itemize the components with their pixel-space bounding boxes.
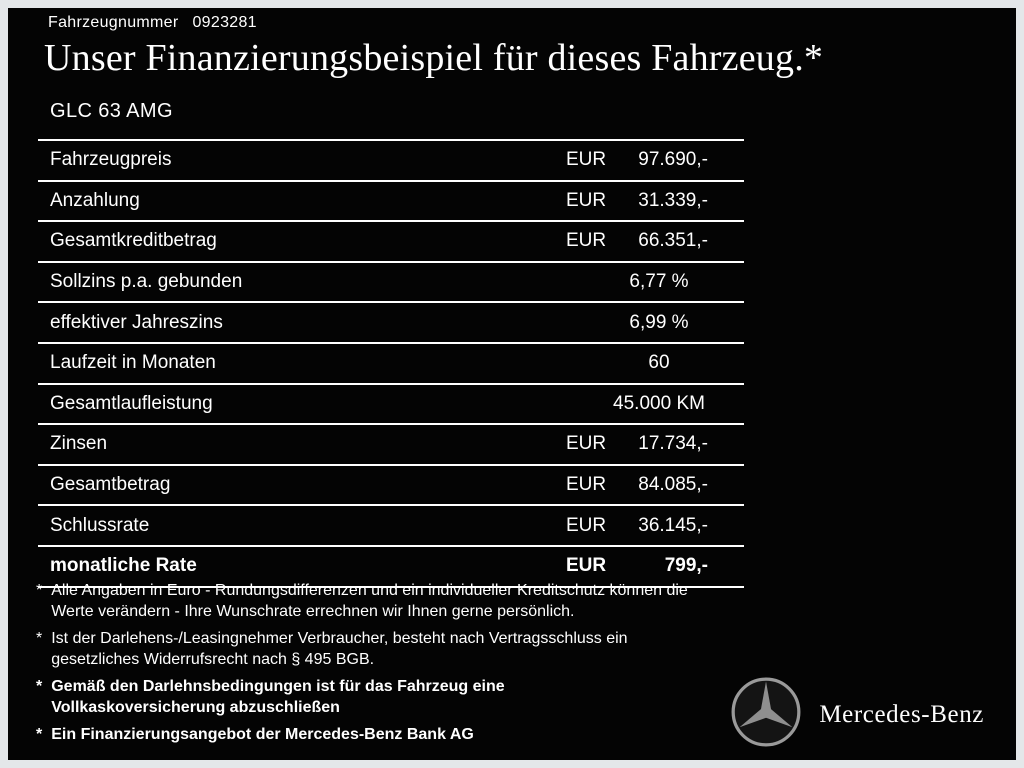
currency-label: EUR <box>566 555 607 577</box>
currency-label: EUR <box>566 474 607 496</box>
footnote-text: Alle Angaben in Euro - Rundungsdifferenz… <box>51 582 688 620</box>
vehicle-model: GLC 63 AMG <box>50 100 173 122</box>
row-label: Sollzins p.a. gebunden <box>50 271 243 293</box>
table-row-monthly-rate: monatliche Rate EUR 799,- <box>38 544 744 586</box>
table-row: Gesamtkreditbetrag EUR 66.351,- <box>38 220 744 261</box>
row-label: Zinsen <box>50 433 108 455</box>
table-row: Schlussrate EUR 36.145,- <box>38 504 744 545</box>
row-label: Fahrzeugpreis <box>50 149 172 171</box>
table-row: Zinsen EUR 17.734,- <box>38 423 744 464</box>
currency-label: EUR <box>566 189 607 211</box>
row-value: EUR 31.339,- <box>566 190 708 212</box>
mercedes-star-icon <box>729 675 803 754</box>
row-value: EUR 97.690,- <box>566 149 708 171</box>
row-label: Anzahlung <box>50 189 140 211</box>
row-value: EUR 66.351,- <box>566 230 708 252</box>
amount-value: 31.339,- <box>638 189 708 211</box>
amount-value: 36.145,- <box>638 514 708 536</box>
currency-label: EUR <box>566 149 607 171</box>
footnote-marker: * <box>36 582 43 599</box>
footnote: * Ist der Darlehens-/Leasingnehmer Verbr… <box>36 628 713 670</box>
currency-label: EUR <box>566 230 607 252</box>
table-row: Gesamtlaufleistung 45.000 KM <box>38 382 744 424</box>
row-value: 60 <box>566 352 708 374</box>
amount-value: 799,- <box>664 555 708 577</box>
brand-block: Mercedes-Benz <box>729 675 984 754</box>
footnote-marker: * <box>36 630 43 647</box>
currency-label: EUR <box>566 433 607 455</box>
row-label: Gesamtkreditbetrag <box>50 230 217 252</box>
amount-value: 6,77 % <box>629 271 689 293</box>
brand-wordmark: Mercedes-Benz <box>819 700 984 728</box>
amount-value: 97.690,- <box>638 149 708 171</box>
footnote-marker: * <box>36 678 43 695</box>
amount-value: 84.085,- <box>638 474 708 496</box>
table-row: Laufzeit in Monaten 60 <box>38 341 744 383</box>
row-value: 45.000 KM <box>566 393 708 415</box>
amount-value: 66.351,- <box>638 230 708 252</box>
amount-value: 17.734,- <box>638 433 708 455</box>
footnotes: * Alle Angaben in Euro - Rundungsdiffere… <box>36 580 713 751</box>
footnote: * Alle Angaben in Euro - Rundungsdiffere… <box>36 580 713 622</box>
vehicle-number-value: 0923281 <box>192 14 257 31</box>
row-value: 6,77 % <box>566 271 708 293</box>
amount-value: 60 <box>648 352 670 374</box>
footnote: * Gemäß den Darlehnsbedingungen ist für … <box>36 676 713 718</box>
table-row: effektiver Jahreszins 6,99 % <box>38 301 744 342</box>
vehicle-number-label: Fahrzeugnummer <box>48 14 179 31</box>
row-label: Gesamtbetrag <box>50 474 171 496</box>
table-row: Gesamtbetrag EUR 84.085,- <box>38 463 744 505</box>
row-value: EUR 799,- <box>566 555 708 577</box>
row-label: Schlussrate <box>50 514 150 536</box>
row-value: EUR 17.734,- <box>566 433 708 455</box>
table-row: Fahrzeugpreis EUR 97.690,- <box>38 139 744 180</box>
row-value: 6,99 % <box>566 312 708 334</box>
currency-label: EUR <box>566 514 607 536</box>
footnote-marker: * <box>36 726 43 743</box>
amount-value: 45.000 KM <box>613 392 705 414</box>
row-label: Laufzeit in Monaten <box>50 352 216 374</box>
table-row: Sollzins p.a. gebunden 6,77 % <box>38 260 744 302</box>
financing-table: Fahrzeugpreis EUR 97.690,- Anzahlung EUR 3… <box>38 139 744 588</box>
page-title: Unser Finanzierungsbeispiel für dieses F… <box>44 37 824 79</box>
table-row: Anzahlung EUR 31.339,- <box>38 179 744 221</box>
row-label: effektiver Jahreszins <box>50 311 223 333</box>
row-value: EUR 36.145,- <box>566 515 708 537</box>
vehicle-number: Fahrzeugnummer 0923281 <box>48 14 257 32</box>
amount-value: 6,99 % <box>629 311 689 333</box>
footnote-text: Ein Finanzierungsangebot der Mercedes-Be… <box>51 726 474 743</box>
row-label: Gesamtlaufleistung <box>50 392 213 414</box>
footnote: * Ein Finanzierungsangebot der Mercedes-… <box>36 724 713 745</box>
row-value: EUR 84.085,- <box>566 474 708 496</box>
footnote-text: Gemäß den Darlehnsbedingungen ist für da… <box>51 678 505 716</box>
financing-page: Fahrzeugnummer 0923281 Unser Finanzierun… <box>8 8 1016 760</box>
footnote-text: Ist der Darlehens-/Leasingnehmer Verbrau… <box>51 630 628 668</box>
row-label: monatliche Rate <box>50 555 197 577</box>
